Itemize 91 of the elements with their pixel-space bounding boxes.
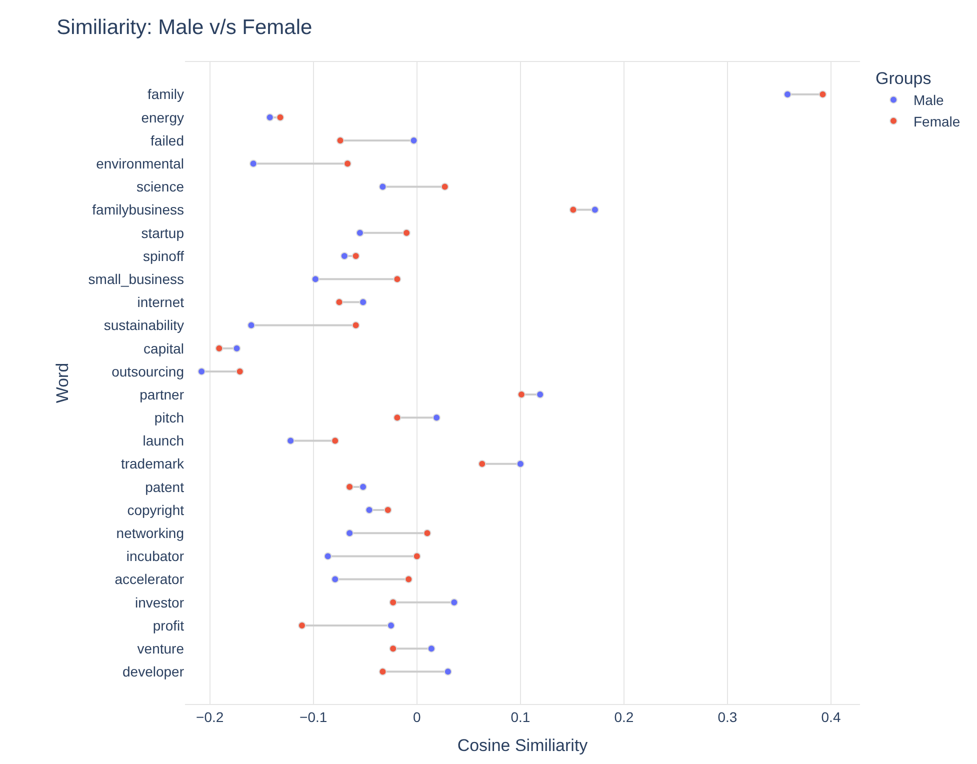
point bbox=[346, 529, 354, 538]
point bbox=[276, 113, 284, 122]
point bbox=[389, 598, 398, 606]
point bbox=[331, 436, 340, 445]
point bbox=[266, 113, 274, 122]
x-tick-label: 0.2 bbox=[614, 708, 634, 725]
point bbox=[478, 460, 486, 468]
y-tick-label: patent bbox=[145, 478, 184, 495]
point bbox=[311, 275, 320, 284]
point bbox=[236, 367, 244, 376]
y-tick-label: profit bbox=[152, 617, 184, 634]
point bbox=[352, 321, 360, 330]
y-tick-label: copyright bbox=[127, 502, 184, 518]
y-tick-label: small_business bbox=[88, 270, 184, 287]
x-tick-label: 0.1 bbox=[510, 708, 530, 725]
point bbox=[215, 344, 224, 352]
point bbox=[331, 575, 340, 584]
point bbox=[432, 414, 441, 422]
point bbox=[352, 252, 360, 260]
point bbox=[427, 644, 436, 653]
point bbox=[378, 182, 387, 191]
point bbox=[232, 344, 241, 352]
y-tick-label: familybusiness bbox=[92, 202, 184, 218]
point bbox=[324, 552, 332, 560]
y-tick-label: trademark bbox=[120, 456, 185, 472]
y-tick-label: investor bbox=[134, 594, 184, 610]
point bbox=[389, 644, 398, 653]
point bbox=[423, 529, 432, 538]
y-tick-label: venture bbox=[137, 640, 184, 656]
point bbox=[410, 136, 418, 145]
point bbox=[356, 228, 364, 237]
point bbox=[412, 552, 421, 560]
x-tick-label: −0.1 bbox=[300, 708, 328, 725]
y-tick-label: failed bbox=[150, 132, 184, 148]
x-tick-label: 0 bbox=[413, 708, 421, 725]
y-tick-label: outsourcing bbox=[112, 363, 184, 380]
x-tick-label: −0.2 bbox=[196, 708, 224, 725]
point bbox=[346, 482, 354, 491]
y-tick-label: pitch bbox=[154, 410, 184, 426]
y-tick-label: accelerator bbox=[114, 571, 184, 588]
point bbox=[344, 160, 352, 168]
point bbox=[286, 436, 295, 445]
point bbox=[440, 182, 449, 191]
y-axis-title: Word bbox=[52, 362, 72, 404]
point bbox=[450, 598, 458, 606]
legend-label: Female bbox=[914, 113, 960, 130]
point bbox=[536, 390, 544, 399]
point bbox=[393, 275, 402, 284]
point bbox=[336, 136, 344, 145]
point bbox=[198, 367, 206, 376]
y-tick-label: incubator bbox=[126, 548, 184, 564]
point bbox=[517, 390, 526, 399]
point bbox=[393, 414, 402, 422]
y-tick-label: capital bbox=[144, 340, 184, 356]
point bbox=[298, 621, 306, 630]
point bbox=[384, 506, 392, 514]
legend-title: Groups bbox=[876, 69, 932, 88]
y-tick-label: science bbox=[136, 178, 184, 195]
point bbox=[335, 298, 344, 306]
legend-label: Male bbox=[914, 92, 944, 108]
x-tick-label: 0.4 bbox=[821, 708, 841, 725]
x-tick-label: 0.3 bbox=[718, 708, 738, 725]
point bbox=[784, 90, 792, 98]
y-tick-label: energy bbox=[141, 109, 184, 126]
y-tick-label: launch bbox=[142, 432, 184, 449]
point bbox=[444, 668, 452, 676]
x-axis-title: Cosine Similiarity bbox=[457, 736, 588, 756]
point bbox=[340, 252, 348, 260]
point bbox=[516, 460, 524, 468]
y-tick-label: startup bbox=[141, 224, 184, 241]
y-tick-label: family bbox=[147, 86, 184, 102]
point bbox=[359, 298, 368, 306]
y-tick-label: networking bbox=[116, 525, 184, 542]
chart-title: Similiarity: Male v/s Female bbox=[56, 16, 312, 39]
point bbox=[569, 206, 578, 214]
point bbox=[818, 90, 827, 98]
point bbox=[387, 621, 396, 630]
point bbox=[247, 321, 256, 330]
point bbox=[590, 206, 599, 214]
point bbox=[365, 506, 374, 514]
y-tick-label: environmental bbox=[96, 156, 184, 172]
point bbox=[404, 575, 413, 584]
y-tick-label: developer bbox=[122, 664, 184, 680]
y-tick-label: sustainability bbox=[104, 317, 184, 334]
point bbox=[359, 482, 368, 491]
point bbox=[402, 228, 411, 237]
point bbox=[378, 668, 387, 676]
y-tick-label: spinoff bbox=[143, 248, 184, 264]
point bbox=[249, 160, 258, 168]
y-tick-label: partner bbox=[140, 386, 184, 402]
y-tick-label: internet bbox=[137, 294, 184, 310]
